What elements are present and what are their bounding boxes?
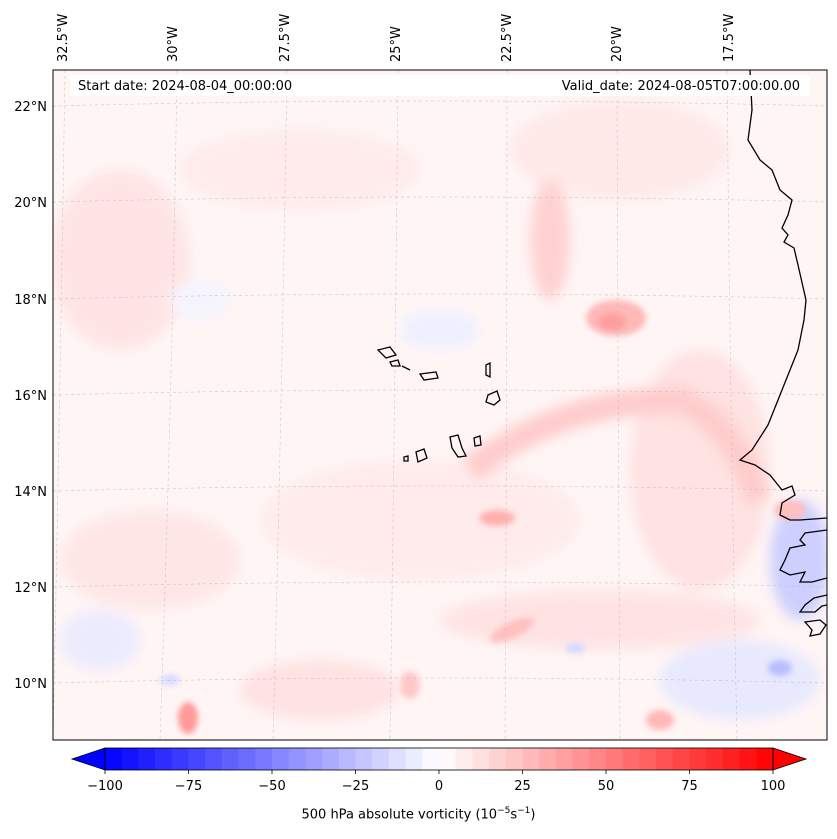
cbar-tick-label: −50 [258, 779, 285, 794]
latitude-labels: 22°N 20°N 18°N 16°N 14°N 12°N 10°N [14, 100, 47, 692]
colorbar-cell [355, 748, 373, 770]
colorbar-cell [338, 748, 356, 770]
lon-label-17.5w: 17.5°W [722, 14, 737, 62]
lat-label-18n: 18°N [14, 293, 47, 308]
colorbar-cell [672, 748, 690, 770]
lon-label-27.5w: 27.5°W [278, 14, 293, 62]
colorbar-cell [722, 748, 741, 770]
lat-label-12n: 12°N [14, 581, 47, 596]
lon-label-20w: 20°W [610, 26, 625, 62]
colorbar-cell [171, 748, 189, 770]
colorbar-cell [472, 748, 490, 770]
lon-label-25w: 25°W [389, 26, 404, 62]
vorticity-min-southeast [768, 660, 792, 676]
lat-label-16n: 16°N [14, 389, 47, 404]
plot-frame [52, 69, 828, 741]
cbar-tick-label: 50 [598, 779, 615, 794]
cbar-tick-label: −100 [87, 779, 123, 794]
colorbar-cell [756, 748, 774, 770]
colorbar-cell [422, 748, 440, 770]
cbar-tick-label: 25 [514, 779, 531, 794]
colorbar-cell [205, 748, 223, 770]
colorbar-cell [555, 748, 574, 770]
colorbar-ticks [104, 770, 774, 774]
colorbar-cell [455, 748, 473, 770]
cbar-tick-label: 100 [761, 779, 786, 794]
coastline [376, 70, 827, 637]
colorbar-cell [188, 748, 206, 770]
lat-label-20n: 20°N [14, 196, 47, 211]
lat-label-14n: 14°N [14, 485, 47, 500]
colorbar-cell [138, 748, 156, 770]
colorbar-cell [121, 748, 139, 770]
colorbar-cell [572, 748, 590, 770]
lat-label-10n: 10°N [14, 677, 47, 692]
colorbar-cell [656, 748, 674, 770]
colorbar-left-arrow [70, 747, 106, 771]
colorbar-cell [238, 748, 256, 770]
cbar-tick-label: −25 [342, 779, 369, 794]
colorbar-cells [105, 748, 774, 770]
vorticity-field [53, 70, 827, 740]
vorticity-max-southwest [178, 702, 198, 734]
lon-label-30w: 30°W [166, 26, 181, 62]
colorbar-right-arrow [772, 747, 808, 771]
colorbar-cell [539, 748, 557, 770]
cbar-tick-label: −75 [175, 779, 202, 794]
colorbar-cell [505, 748, 523, 770]
graticule [53, 70, 827, 740]
colorbar-cell [522, 748, 540, 770]
lon-label-22.5w: 22.5°W [500, 14, 515, 62]
colorbar-cell [322, 748, 340, 770]
vorticity-max-central [479, 510, 515, 526]
cbar-tick-label: 75 [681, 779, 698, 794]
colorbar-cell [489, 748, 507, 770]
cbar-tick-label: 0 [435, 779, 443, 794]
colorbar-cell [706, 748, 724, 770]
colorbar-cell [288, 748, 306, 770]
colorbar-cell [439, 748, 457, 770]
lat-label-22n: 22°N [14, 100, 47, 115]
colorbar-cell [589, 748, 607, 770]
colorbar-cell [639, 748, 657, 770]
colorbar-cell [622, 748, 640, 770]
colorbar-cell [405, 748, 423, 770]
longitude-labels: 32.5°W 30°W 27.5°W 25°W 22.5°W 20°W 17.5… [56, 14, 737, 62]
colorbar-cell [255, 748, 273, 770]
start-date: Start date: 2024-08-04_00:00:00 [78, 79, 292, 94]
colorbar-cell [272, 748, 290, 770]
colorbar-cell [305, 748, 323, 770]
colorbar-cell [372, 748, 390, 770]
colorbar-cell [606, 748, 624, 770]
lon-label-32.5w: 32.5°W [56, 14, 71, 62]
colorbar-label: 500 hPa absolute vorticity (10−5s−1) [301, 806, 536, 823]
header-box [70, 75, 810, 96]
colorbar-cell [155, 748, 173, 770]
colorbar-cell [689, 748, 707, 770]
valid-date: Valid_date: 2024-08-05T07:00:00.00 [562, 79, 800, 94]
colorbar-cell [221, 748, 240, 770]
colorbar-cell [739, 748, 757, 770]
colorbar-cell [105, 748, 123, 770]
colorbar-cell [388, 748, 407, 770]
colorbar: −100 −75 −50 −25 0 25 50 75 100 [70, 747, 808, 794]
